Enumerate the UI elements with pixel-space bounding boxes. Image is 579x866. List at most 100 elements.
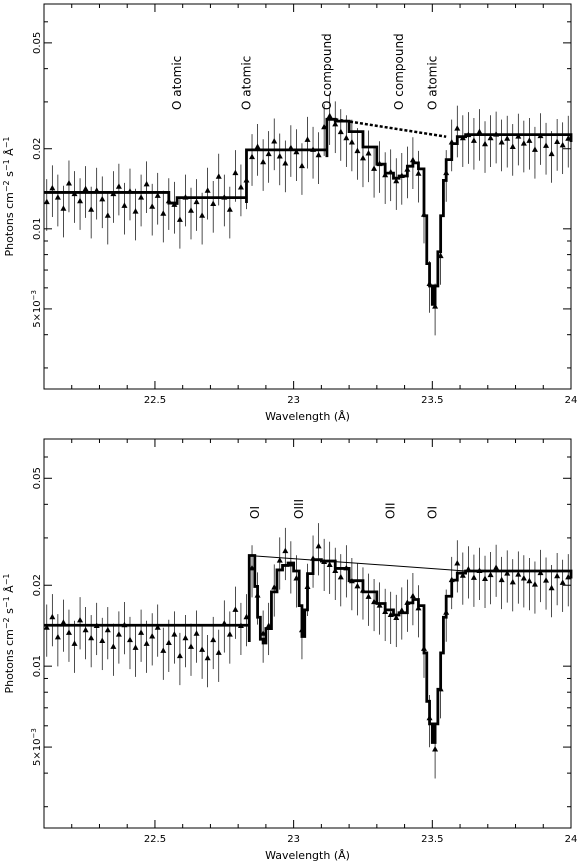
data-point [82,626,89,633]
y-tick-label: 0.02 [32,574,43,596]
data-point [487,134,494,141]
data-point [193,198,200,205]
data-point [520,140,527,146]
data-point [215,173,222,179]
data-point [393,177,400,184]
y-tick-label: 0.01 [32,218,43,240]
data-point [265,150,272,157]
x-tick-label: 23.5 [421,395,443,406]
data-point [398,607,405,613]
data-point [154,192,161,198]
y-tick-label-exponent: −3 [30,728,38,738]
data-point [554,572,561,579]
data-point [43,198,50,205]
data-point [88,206,95,212]
data-point [315,542,322,549]
data-point [515,571,522,577]
data-point [132,208,139,214]
data-point [509,143,516,150]
data-point [188,643,195,649]
data-point [49,184,56,191]
plot-frame [43,3,572,390]
data-point [454,125,461,131]
x-tick-label: 23.5 [421,834,443,845]
data-point [343,134,350,141]
data-point [337,573,344,580]
y-axis-label: Photons cm−2 s−1 Å−1 [2,574,16,694]
data-point [359,154,366,161]
data-point [432,745,439,752]
data-point [531,146,538,152]
x-tick-label: 24 [565,395,578,406]
x-tick-label: 23 [287,395,300,406]
annotation-label: OI [425,506,439,519]
data-point [548,584,555,591]
data-point [160,210,167,216]
data-point [65,629,72,635]
data-point [470,574,477,580]
data-point [160,647,167,653]
data-point [149,632,156,639]
data-point [77,197,84,204]
data-point [138,194,145,200]
annotation-label: OI [248,506,262,519]
data-point [276,153,283,159]
data-point [409,592,416,599]
data-point [543,142,550,148]
data-point [559,579,566,585]
data-point [526,577,533,584]
data-point [504,135,511,141]
data-point [149,203,156,209]
x-tick-label: 24 [565,834,578,845]
data-point [482,140,489,147]
data-point [138,629,145,635]
data-point [354,147,361,154]
y-tick-label: 0.02 [32,138,43,160]
data-point [115,631,122,637]
y-tick-label: 5×10−3 [30,290,43,328]
data-point [71,640,78,646]
y-tick-label: 0.05 [32,32,43,54]
data-point [82,185,89,192]
data-point [154,624,161,630]
data-point [326,112,333,119]
data-point [526,137,533,143]
data-point [393,614,400,621]
y-axis-label-part: Photons cm [3,192,16,256]
data-point [470,137,477,143]
data-point [176,216,183,222]
data-point [415,170,422,176]
y-axis-label-part: −1 [2,574,11,586]
data-point [104,626,111,633]
y-tick-label: 0.01 [32,655,43,677]
annotation-label: O atomic [170,56,184,110]
data-point [554,138,561,145]
y-axis-label-part: Å [3,148,16,159]
data-point [110,643,117,649]
data-point [382,171,389,178]
data-point [332,567,339,573]
data-point [271,137,278,144]
x-tick-label: 22.5 [144,395,166,406]
data-point [298,162,305,169]
data-point [498,576,505,583]
y-tick-label-mantissa: 5×10 [32,300,43,327]
data-point [210,636,217,643]
model-line [44,554,573,744]
data-point [210,200,217,206]
y-axis-label-part: −1 [2,159,11,171]
continuum-line [335,118,447,138]
y-axis-label: Photons cm−2 s−1 Å−1 [2,137,16,257]
data-point [226,206,233,212]
data-point [99,195,106,202]
data-point [226,631,233,637]
data-point [188,207,195,213]
y-tick-label: 0.05 [32,467,43,489]
y-axis-label-part: Photons cm [3,629,16,693]
data-point [520,574,527,581]
data-point [509,578,516,585]
data-point [354,582,361,589]
data-point [432,303,439,309]
data-point [415,604,422,611]
